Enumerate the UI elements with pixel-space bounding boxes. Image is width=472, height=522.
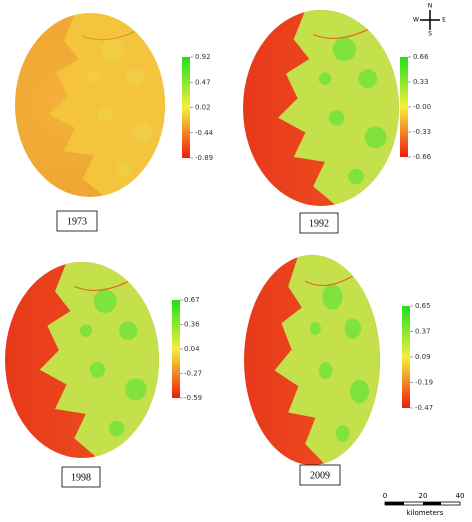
- map-land: [278, 10, 399, 206]
- map-land: [274, 255, 380, 465]
- land-area: [274, 255, 380, 465]
- vegetation-patch: [116, 162, 132, 177]
- vegetation-patch: [108, 420, 125, 437]
- vegetation-patch: [322, 284, 343, 310]
- year-box: [299, 212, 339, 234]
- land-area: [48, 13, 165, 197]
- map-land: [39, 262, 159, 458]
- vegetation-patch: [97, 106, 113, 122]
- colorbar: [182, 57, 190, 158]
- map-panel: 0.92 0.47 0.02 -0.44 -0.89 1973: [15, 13, 214, 232]
- river: [82, 30, 136, 41]
- colorbar-label: -0.59: [184, 394, 202, 402]
- land-area: [39, 262, 159, 458]
- river: [74, 281, 129, 292]
- colorbar-label: -0.66: [413, 153, 432, 161]
- compass: N E S W: [413, 3, 446, 38]
- colorbar-label: 0.04: [184, 345, 200, 353]
- vegetation-patch: [348, 168, 364, 185]
- colorbar-label: -0.27: [184, 370, 202, 378]
- vegetation-patch: [350, 379, 370, 404]
- scale-label: 40: [456, 492, 465, 500]
- year-label: 1992: [309, 218, 329, 229]
- vegetation-patch: [328, 109, 345, 126]
- colorbar-label: 0.02: [195, 104, 211, 112]
- year-box: [56, 210, 98, 232]
- river: [304, 275, 354, 287]
- colorbar-label: -0.00: [413, 103, 431, 111]
- colorbar-label: 0.92: [195, 53, 211, 61]
- vegetation-patch: [364, 126, 387, 149]
- vegetation-patch: [132, 122, 153, 143]
- scale-bar-segment: [385, 502, 404, 505]
- compass-south: S: [428, 31, 432, 38]
- vegetation-patch: [93, 289, 117, 313]
- scale-bar-segment: [423, 502, 441, 505]
- colorbar-label: -0.44: [195, 129, 214, 137]
- colorbar-label: -0.89: [195, 154, 213, 162]
- scale-label: 20: [419, 492, 428, 500]
- year-label: 1973: [67, 216, 87, 227]
- river: [312, 29, 369, 40]
- vegetation-patch: [79, 324, 93, 337]
- vegetation-patch: [125, 378, 147, 401]
- compass-north: N: [428, 3, 433, 10]
- vegetation-patch: [89, 361, 106, 378]
- scale-unit: kilometers: [407, 509, 444, 517]
- map-panel: 0.66 0.33 -0.00 -0.33 -0.66 1992: [243, 10, 432, 234]
- year-label: 2009: [310, 470, 330, 481]
- colorbar-label: 0.37: [415, 328, 431, 336]
- vegetation-patch: [318, 362, 333, 379]
- vegetation-patch: [335, 425, 350, 442]
- colorbar-label: -0.47: [415, 404, 433, 412]
- scale-bar: 0 20 40 kilometers: [383, 492, 465, 517]
- colorbar-label: 0.33: [413, 78, 429, 86]
- vegetation-patch: [87, 71, 100, 84]
- compass-east: E: [442, 17, 446, 24]
- year-box: [61, 466, 101, 488]
- vegetation-patch: [318, 72, 332, 85]
- scale-label: 0: [383, 492, 387, 500]
- compass-west: W: [413, 17, 419, 24]
- map-panel: 0.67 0.36 0.04 -0.27 -0.59 1998: [5, 262, 202, 488]
- colorbar-label: 0.47: [195, 78, 211, 86]
- maps: 0.92 0.47 0.02 -0.44 -0.89 1973 0.66 0.33 -0.00 -…: [5, 10, 433, 488]
- year-box: [299, 464, 341, 486]
- vegetation-patch: [344, 318, 361, 339]
- colorbar-label: 0.66: [413, 53, 429, 61]
- colorbar-label: 0.09: [415, 353, 431, 361]
- land-area: [278, 10, 399, 206]
- colorbar-label: -0.19: [415, 379, 433, 387]
- vegetation-patch: [358, 69, 378, 89]
- colorbar-label: 0.65: [415, 302, 431, 310]
- map-land: [48, 13, 165, 197]
- vegetation-patch: [126, 68, 144, 87]
- year-label: 1998: [71, 472, 91, 483]
- colorbar: [172, 300, 180, 398]
- vegetation-patch: [332, 37, 357, 61]
- vegetation-patch: [309, 321, 321, 336]
- colorbar-label: 0.67: [184, 296, 200, 304]
- colorbar-label: -0.33: [413, 128, 431, 136]
- colorbar: [402, 306, 410, 408]
- colorbar: [400, 57, 408, 157]
- map-panel: 0.65 0.37 0.09 -0.19 -0.47 2009: [244, 255, 433, 486]
- colorbar-label: 0.36: [184, 321, 200, 329]
- vegetation-patch: [118, 321, 138, 341]
- vegetation-patch: [101, 38, 124, 61]
